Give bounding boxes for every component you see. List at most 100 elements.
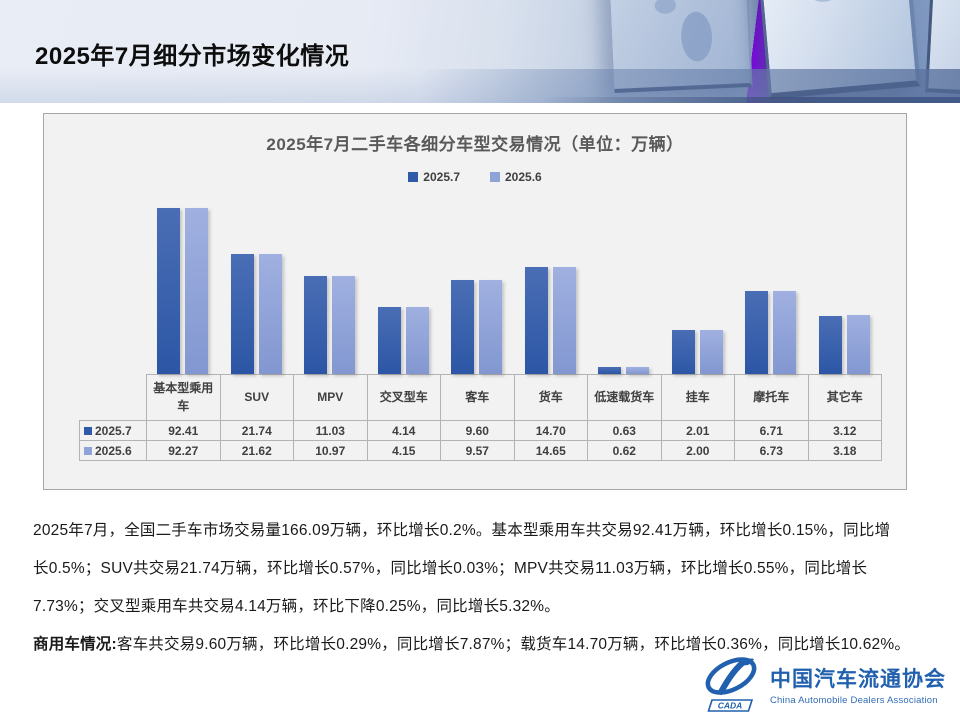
chart-title: 2025年7月二手车各细分车型交易情况（单位：万辆）: [266, 135, 684, 154]
emblem-leaf: [742, 658, 754, 666]
plot-column-低速载货车: [587, 194, 661, 374]
table-header-其它车: 其它车: [807, 374, 882, 421]
table-header-MPV: MPV: [293, 374, 368, 421]
bar-2025.7-客车: [451, 280, 475, 374]
cada-logo: CADA 中国汽车流通协会 China Automobile Dealers A…: [700, 654, 946, 714]
table-row-label-2025.6: 2025.6: [79, 440, 147, 461]
table-cell-2025.6-客车: 9.57: [440, 440, 515, 461]
summary-line-1: 2025年7月，全国二手车市场交易量166.09万辆，环比增长0.2%。基本型乘…: [33, 522, 891, 539]
bar-2025.7-其它车: [818, 316, 842, 374]
table-header-挂车: 挂车: [660, 374, 735, 421]
table-header-label: 交叉型车: [379, 389, 428, 404]
table-header-货车: 货车: [513, 374, 588, 421]
table-header-低速载货车: 低速载货车: [587, 374, 662, 421]
table-header-label: 客车: [465, 389, 490, 404]
table-cell-2025.7-MPV: 11.03: [293, 420, 368, 441]
bar-2025.7-挂车: [671, 330, 695, 374]
bar-2025.6-低速载货车: [626, 367, 650, 374]
table-row-label-2025.7: 2025.7: [79, 420, 147, 441]
chart-legend: 2025.7 2025.6: [44, 169, 906, 185]
plot-column-其它车: [808, 194, 882, 374]
bar-2025.6-SUV: [258, 254, 282, 374]
table-cell-2025.6-SUV: 21.62: [219, 440, 294, 461]
plot-column-挂车: [661, 194, 735, 374]
bar-2025.6-MPV: [332, 276, 356, 374]
bar-2025.6-基本型乘用车: [185, 208, 209, 374]
table-header-label: 基本型乘用车: [153, 381, 214, 413]
bar-2025.7-摩托车: [745, 291, 769, 374]
bar-2025.7-基本型乘用车: [157, 208, 181, 374]
bar-2025.6-交叉型车: [405, 307, 429, 374]
table-cell-2025.7-挂车: 2.01: [660, 420, 735, 441]
table-cell-2025.7-货车: 14.70: [513, 420, 588, 441]
table-cell-2025.7-摩托车: 6.71: [734, 420, 809, 441]
emblem-banner-outline: [707, 699, 754, 712]
plot-column-交叉型车: [367, 194, 441, 374]
bar-2025.7-货车: [524, 267, 548, 374]
header-floor-shadow: [420, 69, 960, 103]
bar-2025.7-低速载货车: [598, 367, 622, 374]
page-title: 2025年7月细分市场变化情况: [35, 43, 350, 70]
plot-column-基本型乘用车: [146, 194, 220, 374]
table-row-2025.7: 2025.7 92.41 21.74 11.03 4.14 9.60 14.70 0.63 2.…: [79, 420, 882, 441]
emblem-cada-text: CADA: [718, 701, 743, 711]
table-header-客车: 客车: [440, 374, 515, 421]
table-cell-2025.6-交叉型车: 4.15: [366, 440, 441, 461]
legend-label: 2025.7: [423, 170, 460, 184]
table-cell-2025.7-其它车: 3.12: [807, 420, 882, 441]
table-cell-2025.6-其它车: 3.18: [807, 440, 882, 461]
table-row-2025.6: 2025.6 92.27 21.62 10.97 4.15 9.57 14.65 0.62 2.…: [79, 440, 882, 461]
table-header-label: MPV: [317, 389, 344, 404]
table-cell-2025.7-客车: 9.60: [440, 420, 515, 441]
table-cell-2025.7-交叉型车: 4.14: [366, 420, 441, 441]
bar-2025.7-MPV: [304, 276, 328, 374]
table-header-摩托车: 摩托车: [734, 374, 809, 421]
legend-item-2025.7: 2025.7: [408, 170, 460, 184]
emblem-ellipse: [705, 657, 757, 695]
table-header-label: 挂车: [685, 389, 710, 404]
summary-line-2: 长0.5%；SUV共交易21.74万辆，环比增长0.57%，同比增长0.03%；…: [33, 560, 868, 577]
bar-2025.6-客车: [479, 280, 503, 374]
table-corner-cell: [80, 375, 147, 421]
logo-chinese-name: 中国汽车流通协会: [770, 666, 946, 691]
summary-line-4: 商用车情况:客车共交易9.60万辆，环比增长0.29%，同比增长7.87%；载货…: [33, 626, 927, 664]
chart-data-table: 基本型乘用车 SUV MPV 交叉型车 客车 货车 低速载货车 挂车 摩托车 其它车 2025.7 9…: [79, 374, 882, 461]
summary-line-3: 7.73%；交叉型乘用车共交易4.14万辆，环比下降0.25%，同比增长5.32…: [33, 598, 560, 615]
bar-chart-plot-area: [146, 194, 881, 374]
table-cell-2025.7-低速载货车: 0.63: [587, 420, 662, 441]
table-header-label: 其它车: [826, 389, 863, 404]
legend-swatch-icon: [490, 172, 500, 182]
table-header-基本型乘用车: 基本型乘用车: [146, 374, 221, 421]
table-cell-2025.6-低速载货车: 0.62: [587, 440, 662, 461]
series-swatch-icon: [84, 426, 92, 435]
table-cell-2025.6-摩托车: 6.73: [734, 440, 809, 461]
table-header-label: 货车: [538, 389, 563, 404]
table-cell-2025.7-基本型乘用车: 92.41: [146, 420, 221, 441]
series-swatch-icon: [84, 446, 92, 455]
table-header-label: 低速载货车: [594, 389, 655, 404]
table-cell-2025.6-基本型乘用车: 92.27: [146, 440, 221, 461]
bar-2025.7-交叉型车: [377, 307, 401, 374]
commercial-vehicle-text: 客车共交易9.60万辆，环比增长0.29%，同比增长7.87%；载货车14.70…: [116, 636, 911, 653]
bar-2025.6-货车: [552, 267, 576, 374]
plot-column-MPV: [293, 194, 367, 374]
bar-2025.6-其它车: [846, 315, 870, 374]
legend-item-2025.6: 2025.6: [490, 170, 542, 184]
table-header-交叉型车: 交叉型车: [366, 374, 441, 421]
bar-2025.7-SUV: [230, 254, 254, 374]
bar-2025.6-挂车: [699, 330, 723, 374]
chart-card: 2025年7月二手车各细分车型交易情况（单位：万辆） 2025.7 2025.6 …: [43, 113, 907, 490]
table-cell-2025.6-MPV: 10.97: [293, 440, 368, 461]
slide-header: 2025年7月细分市场变化情况: [0, 0, 960, 103]
cada-emblem-icon: CADA: [705, 657, 757, 712]
table-header-label: 摩托车: [753, 389, 790, 404]
plot-column-SUV: [220, 194, 294, 374]
logo-english-name: China Automobile Dealers Association: [770, 694, 938, 706]
commercial-vehicle-lead-label: 商用车情况:: [33, 636, 117, 653]
table-cell-2025.6-货车: 14.65: [513, 440, 588, 461]
legend-label: 2025.6: [505, 170, 542, 184]
bar-2025.6-摩托车: [773, 291, 797, 374]
table-cell-2025.7-SUV: 21.74: [219, 420, 294, 441]
logo-text: 中国汽车流通协会 China Automobile Dealers Associ…: [770, 663, 946, 706]
